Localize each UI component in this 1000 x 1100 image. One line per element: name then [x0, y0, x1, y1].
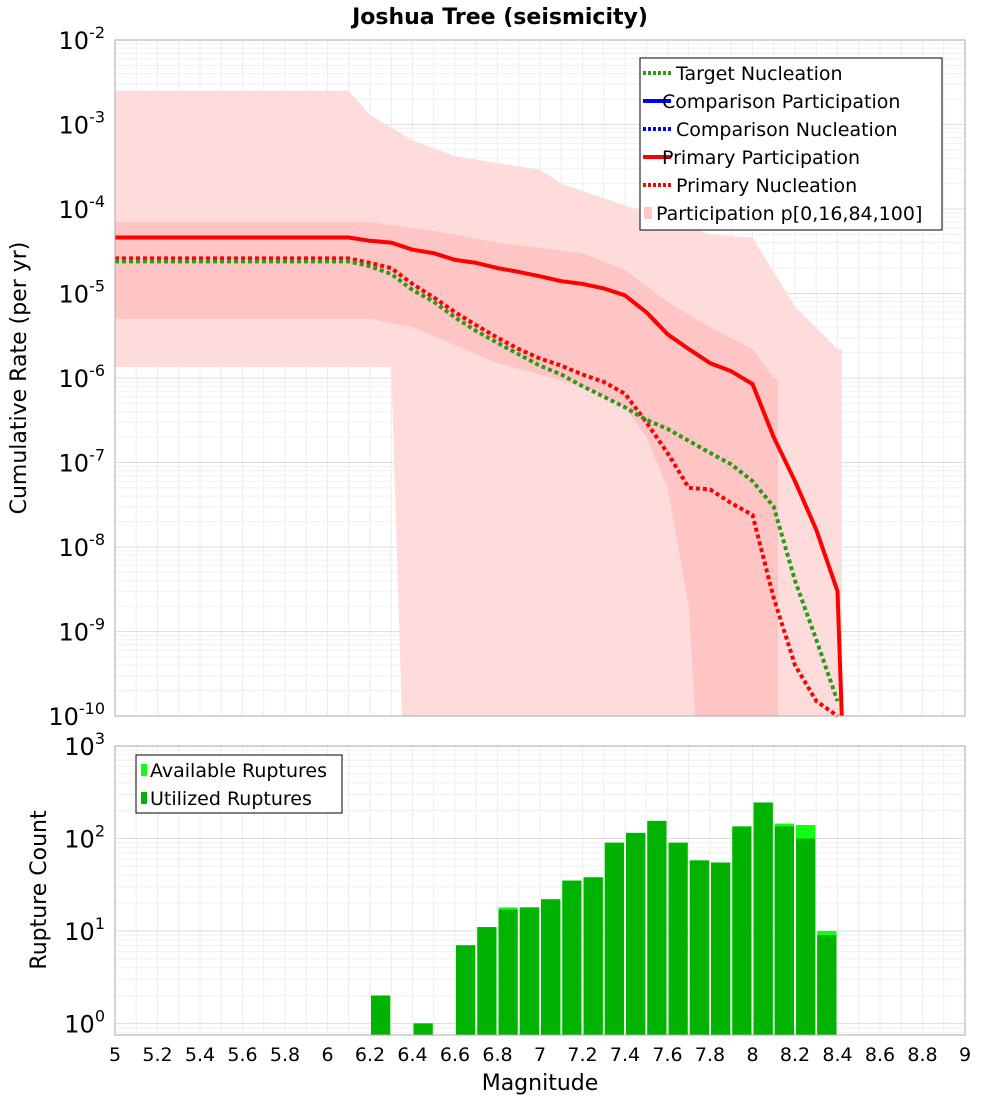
x-axis-label: Magnitude	[482, 1071, 599, 1096]
bar-utilized	[562, 880, 582, 1035]
y-tick-label: 10-3	[59, 108, 106, 140]
top-y-axis-label: Cumulative Rate (per yr)	[7, 242, 32, 515]
legend-label: Participation p[0,16,84,100]	[656, 203, 922, 225]
top-plot-frame	[114, 39, 966, 717]
x-tick-label: 5.8	[270, 1044, 300, 1066]
y-tick-label: 10-8	[59, 530, 106, 562]
x-tick-label: 5.2	[142, 1044, 172, 1066]
y-tick-label: 10-2	[59, 23, 106, 55]
y-tick-label: 10-4	[59, 192, 106, 224]
y-tick-label: 10-5	[59, 277, 106, 309]
legend-label: Utilized Ruptures	[150, 788, 312, 810]
x-tick-label: 6	[321, 1044, 333, 1066]
x-tick-label: 6.8	[482, 1044, 512, 1066]
bar-utilized	[477, 927, 497, 1035]
x-tick-label: 6.2	[355, 1044, 385, 1066]
x-tick-label: 9	[959, 1044, 971, 1066]
x-tick-label: 8.6	[865, 1044, 895, 1066]
line-target-nucleation	[115, 259, 840, 702]
x-tick-label: 8	[746, 1044, 758, 1066]
legend-swatch	[141, 764, 147, 776]
y-tick-label: 10-6	[59, 361, 106, 393]
x-tick-label: 7.4	[610, 1044, 640, 1066]
x-tick-label: 5	[109, 1044, 121, 1066]
bar-utilized	[668, 842, 688, 1035]
rupture-count-bars	[371, 802, 837, 1035]
bar-utilized	[519, 907, 540, 1035]
legend-label: Comparison Participation	[662, 91, 900, 113]
bar-utilized	[796, 838, 816, 1035]
top-panel: 10-10 10-9 10-8 10-7 10-6 10-5 10-4 10-3 10-2 Cu…	[7, 23, 966, 731]
x-tick-label: 5.4	[185, 1044, 215, 1066]
y-tick-label: 103	[64, 729, 105, 761]
bar-utilized	[817, 935, 837, 1035]
bottom-y-tick-labels: 100 101 102 103	[64, 729, 105, 1038]
bottom-legend-box	[135, 754, 343, 814]
x-tick-label: 7.8	[695, 1044, 725, 1066]
line-primary-nucleation	[115, 256, 839, 718]
bottom-legend: Available Ruptures Utilized Ruptures	[135, 754, 343, 814]
bar-utilized	[626, 832, 646, 1035]
legend-label: Primary Nucleation	[676, 175, 857, 197]
bottom-panel: 100 101 102 103 5 5.2 5.4 5.6 5.8 6 6.2 6.4 6.6 6.8 7…	[27, 729, 971, 1096]
legend-label: Comparison Nucleation	[676, 119, 898, 141]
y-tick-label: 10-9	[59, 615, 106, 647]
x-tick-label: 5.6	[227, 1044, 257, 1066]
y-tick-label: 10-7	[59, 446, 106, 478]
bottom-y-axis-label: Rupture Count	[27, 810, 52, 970]
bar-utilized	[774, 826, 794, 1035]
top-legend-box	[639, 57, 943, 231]
bar-utilized	[583, 877, 603, 1035]
y-tick-label: 102	[64, 822, 105, 854]
top-legend: Target Nucleation Comparison Participatio…	[639, 57, 943, 231]
top-y-tick-labels: 10-10 10-9 10-8 10-7 10-6 10-5 10-4 10-3 10-2	[48, 23, 105, 731]
legend-swatch	[644, 207, 652, 219]
legend-label: Target Nucleation	[675, 63, 843, 85]
y-tick-label: 10-10	[48, 699, 105, 731]
y-tick-label: 100	[64, 1006, 105, 1038]
bar-utilized	[498, 909, 518, 1035]
bar-utilized	[711, 862, 731, 1035]
bar-utilized	[604, 842, 624, 1035]
bar-utilized	[732, 826, 752, 1035]
chart-title: Joshua Tree (seismicity)	[350, 5, 648, 30]
x-tick-label: 7.2	[567, 1044, 597, 1066]
bar-utilized	[753, 802, 773, 1035]
y-tick-label: 101	[64, 914, 105, 946]
bar-utilized	[456, 945, 476, 1035]
x-tick-label: 7.6	[652, 1044, 682, 1066]
bar-utilized	[413, 1023, 433, 1035]
line-primary-participation	[115, 235, 844, 717]
bar-utilized	[541, 899, 561, 1035]
x-tick-label: 8.4	[822, 1044, 852, 1066]
bar-utilized	[647, 820, 667, 1035]
legend-label: Primary Participation	[662, 147, 860, 169]
x-tick-label: 7	[534, 1044, 546, 1066]
x-tick-label: 8.8	[907, 1044, 937, 1066]
band-p16-p84	[115, 222, 778, 716]
bar-utilized	[689, 860, 710, 1035]
percentile-bands	[115, 90, 842, 716]
x-tick-labels: 5 5.2 5.4 5.6 5.8 6 6.2 6.4 6.6 6.8 7 7.2 7.4 7.6 7.8 8…	[109, 1044, 971, 1066]
x-tick-label: 8.2	[780, 1044, 810, 1066]
rate-curves	[115, 235, 844, 718]
legend-label: Available Ruptures	[150, 760, 327, 782]
x-tick-label: 6.4	[397, 1044, 427, 1066]
x-tick-label: 6.6	[440, 1044, 470, 1066]
bar-utilized	[371, 995, 391, 1035]
bottom-plot-frame	[114, 745, 966, 1036]
legend-swatch	[141, 792, 147, 804]
